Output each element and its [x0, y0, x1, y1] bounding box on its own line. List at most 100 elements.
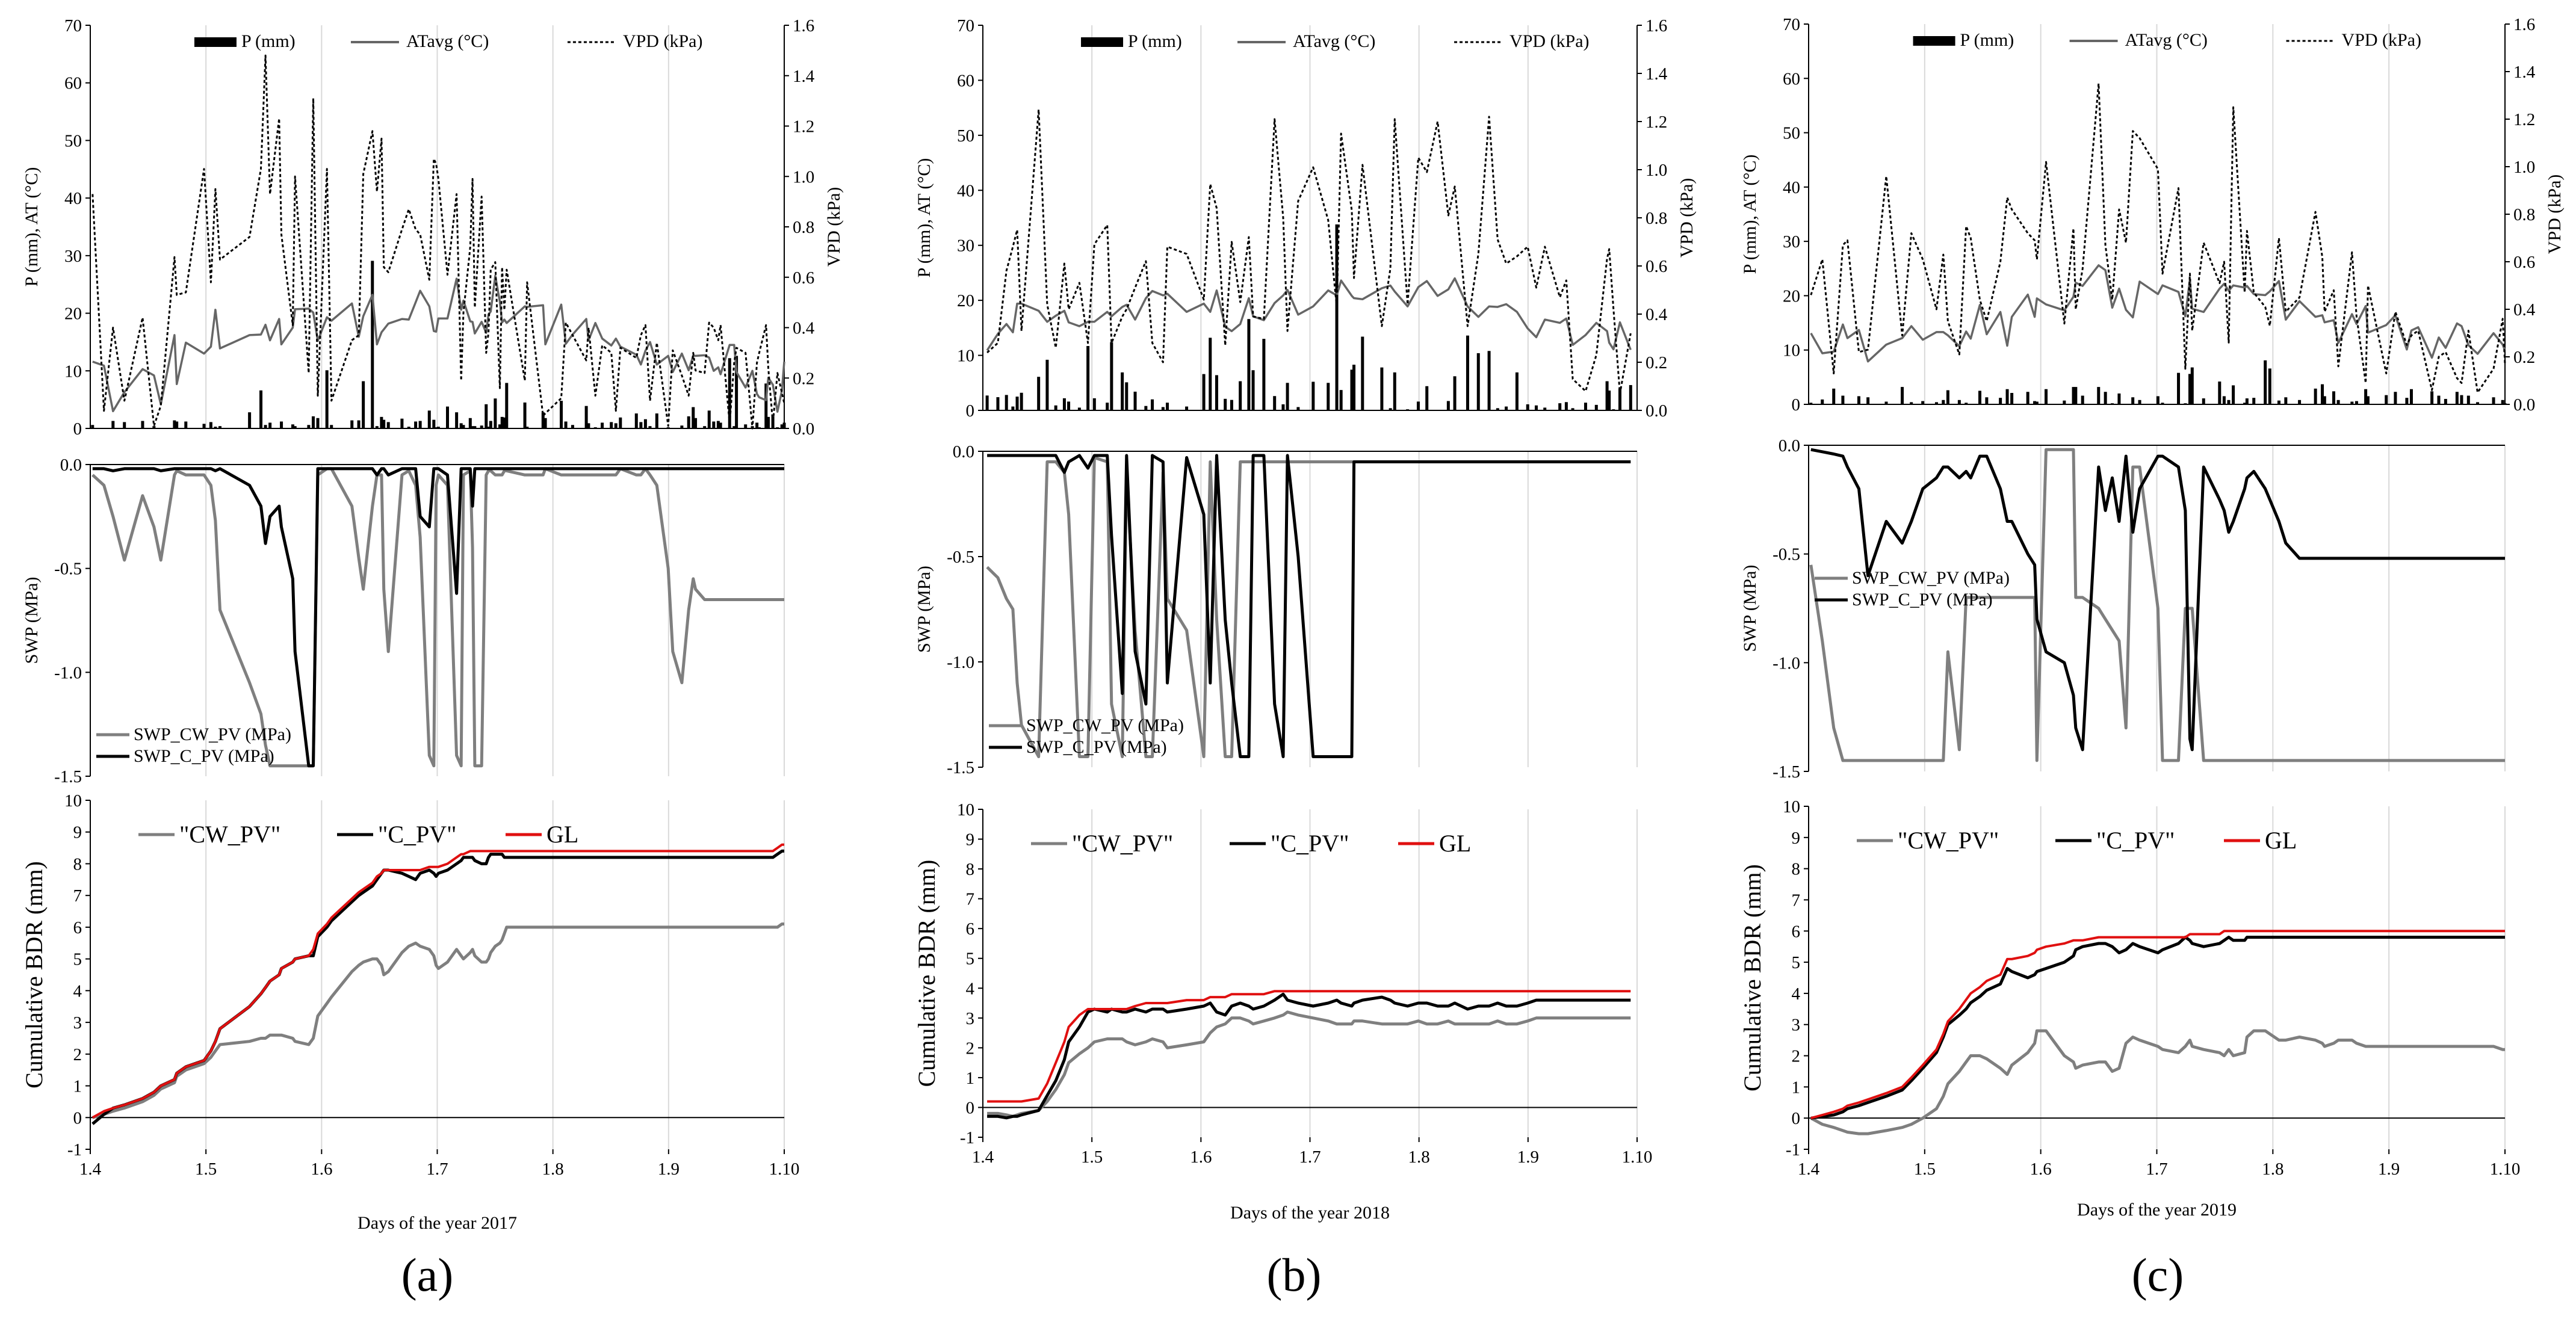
precip-bar [2466, 395, 2470, 404]
precip-bar [485, 404, 488, 428]
y-tick-label: 9 [73, 823, 82, 842]
series-line-bdr-cw [987, 1010, 1631, 1118]
series-line-swp-c [987, 454, 1631, 758]
precip-bar [1335, 224, 1339, 410]
precip-bar [694, 418, 698, 428]
precip-bar [2190, 367, 2194, 404]
precip-bar [692, 407, 695, 428]
y-tick-label: 6 [966, 919, 975, 939]
y-tick-label: -1.5 [947, 758, 974, 777]
precip-bar [1901, 387, 1904, 404]
precip-bar [1487, 351, 1491, 410]
precip-bar [643, 419, 647, 428]
y-tick-label: 40 [957, 181, 974, 200]
y-tick-label: 7 [73, 886, 82, 906]
legend-label: ATavg (°C) [1293, 31, 1375, 51]
series-line-bdr-c [1810, 936, 2505, 1120]
y2-tick-label: 1.4 [793, 67, 815, 86]
precip-bar [503, 417, 506, 428]
legend-label: P (mm) [1128, 31, 1182, 51]
swp-subplot: -1.5 -1.0 -0.5 0.0 SWP (MPa) SWP_CW_PV (MPa)S… [914, 442, 1638, 777]
panel-label: (a) [401, 1249, 454, 1301]
x-tick-label: 1.6 [2030, 1160, 2052, 1179]
precip-bar [2222, 396, 2226, 404]
precip-bar [446, 406, 450, 428]
y2-tick-label: 0.6 [2513, 253, 2535, 272]
precip-bar [1558, 403, 1562, 410]
legend-swatch-p [194, 37, 237, 47]
precip-bar [2161, 403, 2164, 404]
precip-bar [2074, 387, 2078, 404]
precip-bar [111, 421, 115, 428]
y-tick-label: 10 [1783, 341, 1800, 360]
y2-tick-label: 1.6 [2513, 15, 2535, 34]
bdr-y-axis-title: Cumulative BDR (mm) [20, 861, 48, 1089]
y-tick-label: 0 [1792, 395, 1801, 415]
series-line-bdr-c [91, 849, 784, 1125]
precip-bar [1125, 382, 1129, 410]
precip-bar [1466, 335, 1469, 410]
precip-bar [2202, 398, 2205, 404]
precip-bar [2430, 391, 2434, 404]
precip-bar [1978, 391, 1982, 404]
precip-bar [541, 412, 545, 428]
swp-subplot: -1.5 -1.0 -0.5 0.0 SWP (MPa) SWP_CW_PV (MPa)S… [1740, 436, 2506, 782]
y-tick-label: 10 [64, 362, 82, 381]
y2-tick-label: 0.8 [2513, 205, 2535, 224]
precip-bar [2364, 389, 2368, 404]
precip-bar [1476, 353, 1480, 410]
y-tick-label: 4 [966, 979, 975, 998]
precip-bar [505, 383, 509, 428]
precip-bar [1086, 346, 1090, 410]
precip-bar [782, 422, 786, 428]
precip-bar [2035, 401, 2039, 404]
precip-bar [1092, 398, 1096, 410]
y-tick-label: 1 [1792, 1078, 1801, 1097]
precip-bar [1832, 388, 1836, 404]
precip-bar [184, 421, 188, 428]
precip-bar [291, 424, 294, 428]
precip-bar [732, 426, 736, 428]
y-tick-label: -1 [960, 1128, 974, 1147]
precip-bar [436, 427, 440, 428]
precip-bar [1965, 403, 1968, 404]
x-tick-label: 1.5 [1081, 1147, 1103, 1167]
y2-tick-label: 1.0 [793, 167, 814, 187]
precip-bar [2332, 391, 2335, 404]
precip-bar [407, 427, 410, 428]
y-tick-label: 4 [73, 981, 82, 1001]
x-tick-label: 1.8 [542, 1160, 564, 1179]
precip-bar [350, 420, 354, 428]
y-tick-label: 40 [64, 189, 82, 208]
y-tick-label: -0.5 [54, 560, 82, 579]
precip-bar [494, 398, 497, 428]
precip-bar [489, 421, 492, 428]
precip-bar [1594, 404, 1598, 410]
precip-bar [380, 416, 383, 428]
precip-bar [462, 425, 465, 428]
bdr-subplot: -1 0 1 2 3 4 5 6 7 8 9 10 Cumulative BDR (mm) "CW_PV"… [913, 800, 1652, 1167]
precip-bar [1866, 397, 1870, 404]
series-line-bdr-cw [92, 922, 784, 1119]
y-tick-label: 6 [1792, 922, 1801, 941]
y-tick-label: -1 [67, 1140, 82, 1160]
y2-tick-label: 0.0 [1646, 401, 1667, 421]
y-tick-label: 60 [1783, 69, 1800, 88]
precip-bar [455, 412, 459, 428]
y-tick-label: 9 [966, 830, 975, 850]
precip-bar [1110, 342, 1113, 410]
precip-bar [2284, 397, 2288, 404]
precip-bar [435, 427, 438, 428]
precip-bar [2232, 385, 2235, 404]
y2-tick-label: 1.4 [2513, 63, 2536, 82]
y2-tick-label: 1.6 [793, 16, 814, 36]
precip-bar [414, 421, 418, 428]
precip-bar [2321, 384, 2324, 404]
x-tick-label: 1.6 [311, 1160, 332, 1179]
y-tick-label: 10 [64, 791, 82, 811]
y-tick-label: -0.5 [947, 548, 974, 567]
x-axis-title: Days of the year 2017 [358, 1213, 517, 1233]
legend-label: SWP_C_PV (MPa) [134, 746, 274, 766]
